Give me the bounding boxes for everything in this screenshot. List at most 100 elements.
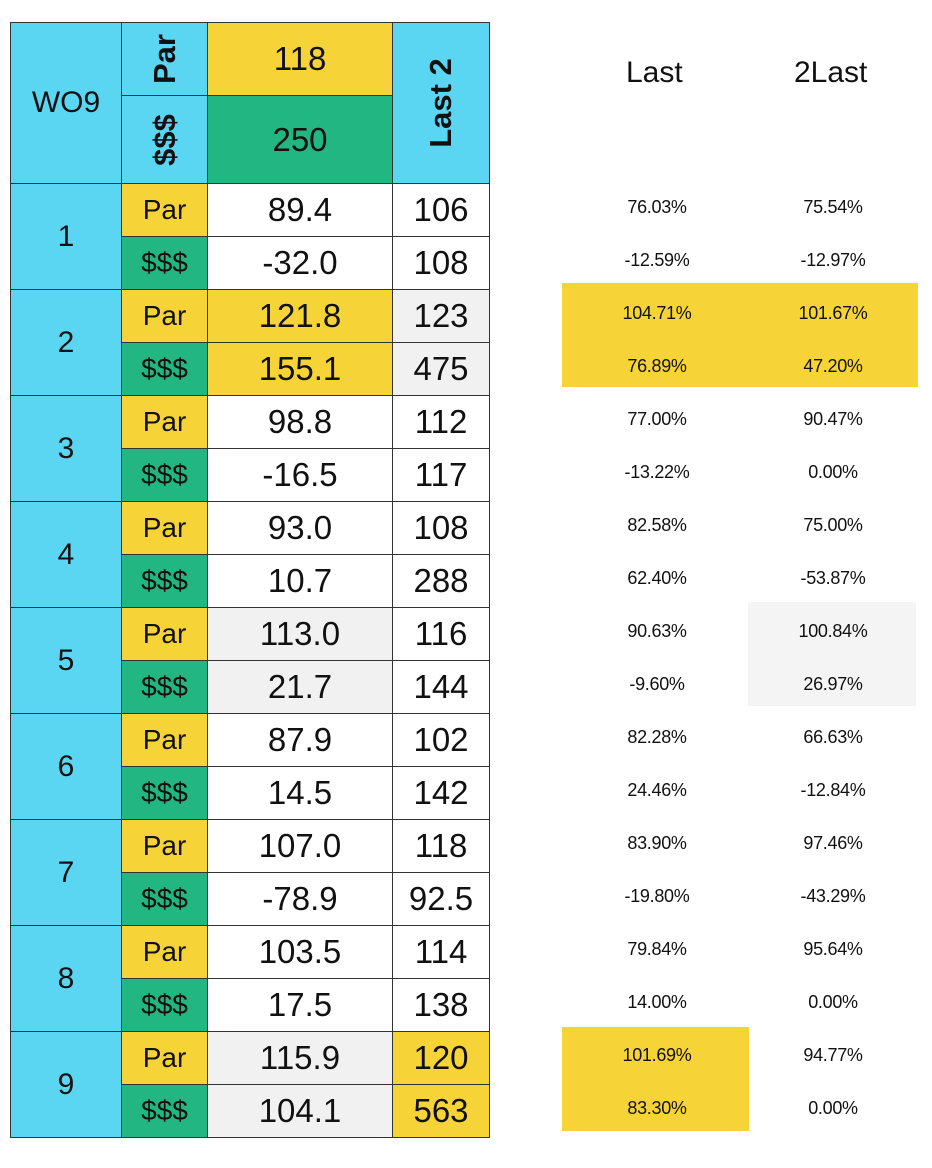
par-label-cell: Par (121, 713, 208, 767)
money-label: $$$ (141, 671, 188, 702)
par-last-pct: 83.90% (627, 833, 687, 853)
money-last2-cell: 563 (392, 1084, 490, 1138)
money-value-cell: 21.7 (207, 660, 393, 714)
par-value-cell: 107.0 (207, 819, 393, 873)
money-last2-cell: 138 (392, 978, 490, 1032)
par-last-pct: 82.28% (627, 727, 687, 747)
par-value: 98.8 (267, 403, 333, 440)
money-value-cell: -78.9 (207, 872, 393, 926)
par-last2-cell: 106 (392, 183, 490, 237)
par-value: 93.0 (267, 509, 333, 546)
money-last2: 475 (413, 350, 469, 387)
header-money-label: $$$ (146, 113, 182, 166)
money-2last-pct: 0.00% (808, 992, 858, 1012)
money-2last-pct: 26.97% (803, 674, 863, 694)
highlight-row5-2last-band (748, 602, 916, 706)
money-last2: 108 (413, 244, 469, 281)
money-label-cell: $$$ (121, 1084, 208, 1138)
par-value-cell: 98.8 (207, 395, 393, 449)
row-number-cell: 7 (10, 819, 122, 926)
money-value-cell: -16.5 (207, 448, 393, 502)
money-value: -16.5 (262, 456, 338, 493)
par-2last-pct: 94.77% (803, 1045, 863, 1065)
money-label-cell: $$$ (121, 872, 208, 926)
par-2last-pct: 75.54% (803, 197, 863, 217)
row-number: 7 (57, 855, 75, 889)
header-money-label-cell: $$$ (121, 95, 208, 184)
row-number: 1 (57, 219, 75, 253)
par-value-cell: 115.9 (207, 1031, 393, 1085)
par-last2-cell: 120 (392, 1031, 490, 1085)
money-label-cell: $$$ (121, 448, 208, 502)
money-last-pct: 62.40% (627, 568, 687, 588)
money-label: $$$ (141, 1095, 188, 1126)
money-last2: 288 (413, 562, 469, 599)
money-2last-pct: 0.00% (808, 462, 858, 482)
money-label: $$$ (141, 247, 188, 278)
par-value-cell: 93.0 (207, 501, 393, 555)
row-number: 5 (57, 643, 75, 677)
money-2last-pct: -43.29% (800, 886, 866, 906)
header-title: WO9 (31, 86, 101, 119)
par-label: Par (142, 300, 187, 331)
money-value: -78.9 (262, 880, 338, 917)
par-last2-cell: 114 (392, 925, 490, 979)
par-value-cell: 121.8 (207, 289, 393, 343)
money-label-cell: $$$ (121, 554, 208, 608)
par-last-pct: 101.69% (622, 1045, 692, 1065)
header-par-label: Par (146, 34, 182, 84)
money-last-pct: -13.22% (624, 462, 690, 482)
par-last-pct: 77.00% (627, 409, 687, 429)
par-last2: 112 (414, 403, 468, 440)
money-label-cell: $$$ (121, 978, 208, 1032)
row-number: 4 (57, 537, 75, 571)
par-value-cell: 113.0 (207, 607, 393, 661)
money-label-cell: $$$ (121, 342, 208, 396)
money-label: $$$ (141, 459, 188, 490)
money-last2: 563 (413, 1092, 469, 1129)
par-label-cell: Par (121, 183, 208, 237)
par-2last-pct: 95.64% (803, 939, 863, 959)
header-par-value-cell: 118 (207, 22, 393, 96)
money-label: $$$ (141, 989, 188, 1020)
par-value: 121.8 (258, 297, 342, 334)
money-value-cell: -32.0 (207, 236, 393, 290)
money-last-pct: -9.60% (629, 674, 685, 694)
par-last2: 118 (414, 827, 468, 864)
money-value-cell: 17.5 (207, 978, 393, 1032)
money-value-cell: 155.1 (207, 342, 393, 396)
header-money-value: 250 (272, 120, 328, 158)
par-2last-pct: 75.00% (803, 515, 863, 535)
par-last2-cell: 123 (392, 289, 490, 343)
par-label: Par (142, 406, 187, 437)
row-number-cell: 4 (10, 501, 122, 608)
money-2last-pct: -12.97% (800, 250, 866, 270)
par-last2-cell: 112 (392, 395, 490, 449)
par-last-pct: 104.71% (622, 303, 692, 323)
money-value: 104.1 (258, 1092, 342, 1129)
money-last2-cell: 288 (392, 554, 490, 608)
par-label-cell: Par (121, 395, 208, 449)
par-value: 103.5 (258, 933, 342, 970)
par-value: 87.9 (267, 721, 333, 758)
header-par-label-cell: Par (121, 22, 208, 96)
row-number: 3 (57, 431, 75, 465)
par-last2: 108 (413, 509, 469, 546)
par-label-cell: Par (121, 1031, 208, 1085)
par-label: Par (142, 618, 187, 649)
par-last2: 106 (413, 191, 469, 228)
money-last2: 138 (413, 986, 469, 1023)
par-last2-cell: 116 (392, 607, 490, 661)
row-number: 6 (57, 749, 75, 783)
money-value: 14.5 (267, 774, 333, 811)
par-label: Par (142, 1042, 187, 1073)
par-value: 89.4 (267, 191, 333, 228)
row-number-cell: 8 (10, 925, 122, 1032)
money-last-pct: -19.80% (624, 886, 690, 906)
money-last2-cell: 117 (392, 448, 490, 502)
highlight-row2-band (562, 283, 918, 387)
row-number: 2 (57, 325, 75, 359)
par-2last-pct: 66.63% (803, 727, 863, 747)
par-value: 113.0 (259, 615, 341, 652)
header-last2-label: Last 2 (422, 58, 458, 148)
